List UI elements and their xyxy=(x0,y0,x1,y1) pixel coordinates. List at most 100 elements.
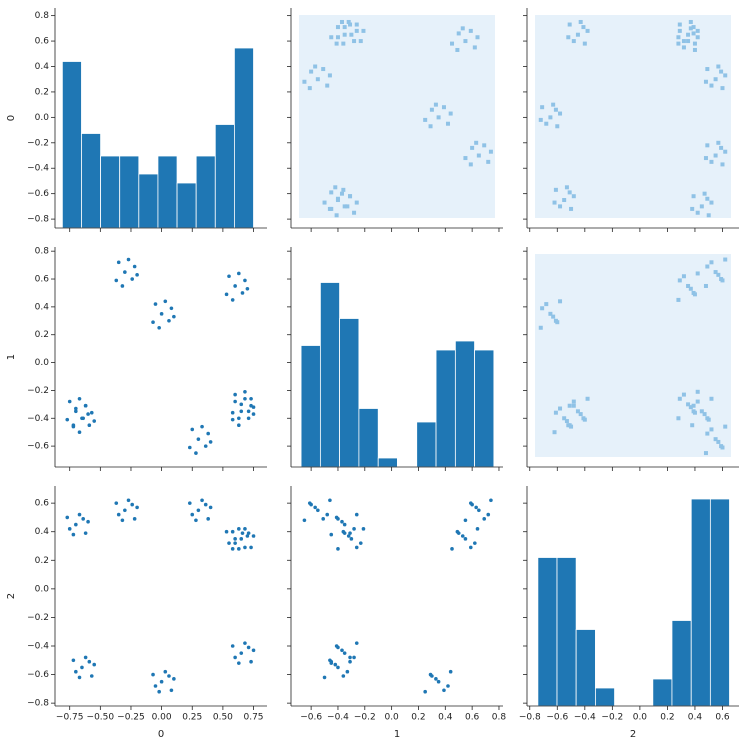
scatter-point xyxy=(243,641,247,645)
scatter-point xyxy=(329,661,334,665)
scatter-point xyxy=(354,641,359,645)
y-tick-label: −0.4 xyxy=(27,414,49,424)
hist2d-cell xyxy=(702,191,707,196)
hist2d-cell xyxy=(690,206,695,211)
hist2d-cell xyxy=(723,257,728,262)
scatter-point xyxy=(482,517,487,521)
scatter-point xyxy=(233,284,237,288)
scatter-point xyxy=(423,689,427,694)
hist2d-cell xyxy=(719,145,724,150)
hist2d-cell xyxy=(476,153,481,158)
x-tick-label: 0.6 xyxy=(715,713,730,723)
x-tick-label: −0.6 xyxy=(300,713,322,723)
hist2d-cell xyxy=(705,431,710,436)
hist2d-cell xyxy=(720,445,725,450)
hist2d-cell xyxy=(676,41,681,46)
hist2d-cell xyxy=(695,399,700,404)
hist2d-cell xyxy=(703,79,708,84)
hist2d-cell xyxy=(582,41,587,46)
x-tick-label: 0.25 xyxy=(182,713,202,723)
scatter-point xyxy=(92,419,97,423)
scatter-point xyxy=(83,403,88,408)
hist2d-cell xyxy=(445,121,450,126)
scatter-point xyxy=(123,508,127,513)
hist2d-cell xyxy=(575,32,580,37)
hist-bar xyxy=(61,61,82,229)
hist-bar xyxy=(119,155,140,229)
y-tick-label: 0.6 xyxy=(35,499,50,509)
hist2d-cell xyxy=(342,25,347,30)
hist2d-cell xyxy=(706,213,711,218)
hist2d-cell xyxy=(709,159,714,164)
scatter-point xyxy=(468,501,473,505)
hist2d-cell xyxy=(686,402,691,407)
scatter-point xyxy=(325,512,330,517)
x-tick-label: 0.4 xyxy=(438,713,453,723)
y-tick-label: 0.0 xyxy=(35,584,50,594)
hist2d-cell xyxy=(720,278,725,283)
scatter-point xyxy=(187,501,192,505)
scatter-point xyxy=(240,531,245,535)
hist-bar xyxy=(474,349,495,468)
hist2d-cell xyxy=(681,45,686,50)
scatter-point xyxy=(246,645,251,650)
scatter-point xyxy=(237,527,241,531)
hist2d-cell xyxy=(688,26,693,31)
hist2d-cell xyxy=(695,210,700,215)
scatter-point xyxy=(448,669,453,674)
scatter-point xyxy=(87,423,92,428)
hist-bar xyxy=(157,155,178,229)
hist2d-cell xyxy=(723,149,728,154)
scatter-point xyxy=(237,423,241,428)
hist-bar xyxy=(575,629,596,707)
scatter-point xyxy=(116,512,121,517)
hist2d-cell xyxy=(334,41,339,46)
hist2d-cell xyxy=(339,19,344,24)
scatter-point xyxy=(328,658,332,663)
hist2d-cell xyxy=(463,156,468,161)
hist2d-cell xyxy=(322,200,327,205)
x-tick-label: −0.75 xyxy=(56,713,84,723)
hist2d-cell xyxy=(581,25,586,30)
scatter-point xyxy=(340,519,344,524)
scatter-point xyxy=(233,655,237,660)
hist2d-cell xyxy=(705,196,710,201)
hist2d-cell xyxy=(567,190,572,195)
scatter-point xyxy=(316,508,320,513)
scatter-point xyxy=(65,515,70,520)
scatter-point xyxy=(169,688,174,693)
hist2d-cell xyxy=(676,416,681,421)
scatter-point xyxy=(352,655,356,660)
hist2d-cell xyxy=(538,325,543,330)
scatter-point xyxy=(349,537,354,541)
x-axis-label: 1 xyxy=(394,729,400,740)
y-tick-label: 0.0 xyxy=(35,358,50,368)
hist2d-cell xyxy=(686,32,691,37)
hist2d-cell xyxy=(335,35,340,40)
hist2d-cell xyxy=(575,409,580,414)
scatter-point xyxy=(489,498,493,503)
hist2d-cell xyxy=(544,121,549,126)
scatter-point xyxy=(153,302,158,306)
hist2d-cell xyxy=(558,111,563,116)
scatter-point xyxy=(190,427,195,432)
scatter-point xyxy=(434,677,438,681)
hist2d-cell xyxy=(448,111,453,116)
hist-bar xyxy=(339,318,360,468)
scatter-point xyxy=(71,532,76,537)
scatter-point xyxy=(86,412,90,416)
hist2d-cell xyxy=(327,73,332,78)
scatter-point xyxy=(333,662,338,667)
hist2d-cell xyxy=(703,283,708,288)
hist2d-background xyxy=(299,15,495,218)
hist2d-cell xyxy=(676,297,681,302)
hist2d-cell xyxy=(564,185,569,190)
scatter-point xyxy=(446,684,450,688)
scatter-point xyxy=(230,547,235,551)
hist-bar xyxy=(690,498,711,707)
scatter-point xyxy=(473,541,477,545)
hist2d-cell xyxy=(676,35,681,40)
scatter-point xyxy=(237,547,241,551)
scatter-point xyxy=(135,505,139,510)
hist2d-cell xyxy=(315,77,320,82)
